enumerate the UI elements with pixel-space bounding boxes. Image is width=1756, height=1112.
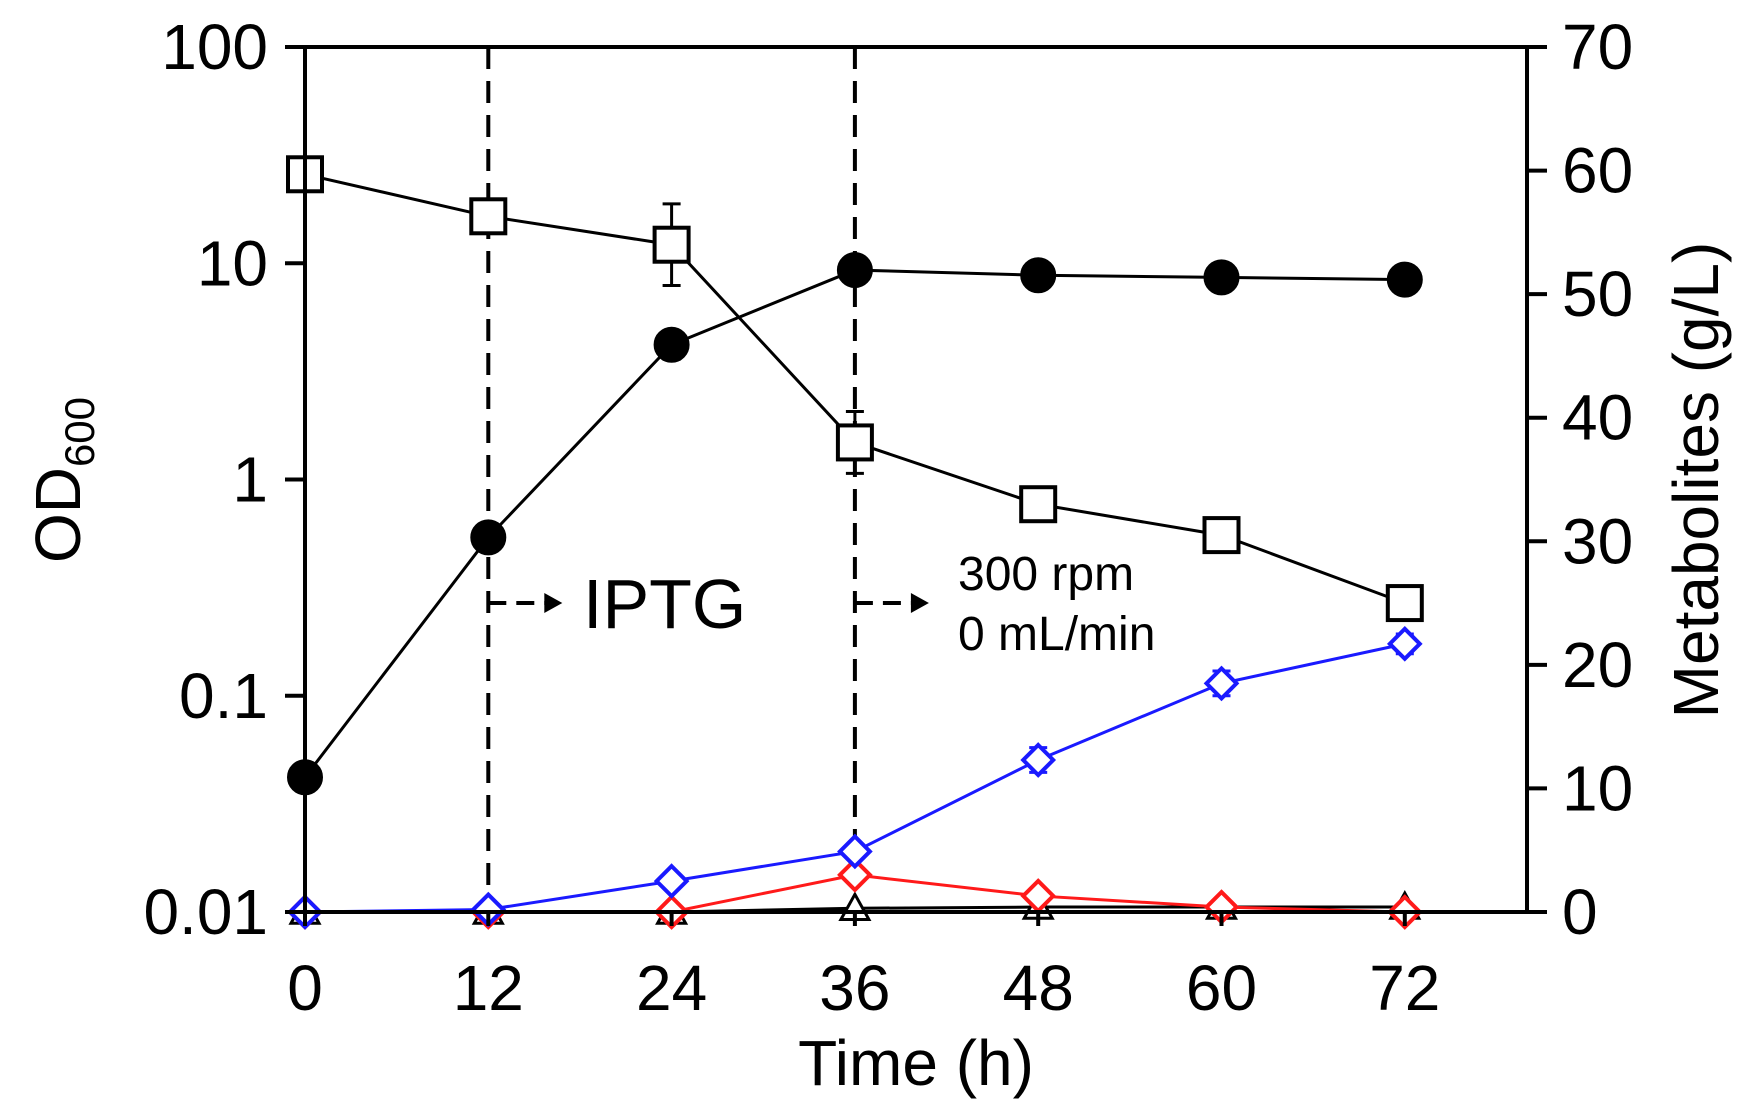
y-left-axis-title-main: OD	[22, 467, 94, 563]
x-axis-title: Time (h)	[798, 1027, 1034, 1099]
data-point-glucose	[1019, 485, 1058, 524]
shift-label-line-1: 300 rpm	[958, 548, 1134, 601]
y-left-tick-label: 100	[161, 11, 268, 83]
data-point-od600	[1203, 259, 1240, 296]
annotation-arrow-head	[910, 593, 929, 613]
x-tick-label: 36	[819, 952, 890, 1024]
y-left-axis-title-subscript: 600	[56, 397, 103, 467]
data-point-glucose	[469, 197, 508, 236]
data-point-od600	[653, 326, 690, 363]
data-point-glucose	[652, 225, 691, 264]
data-point-od600	[1020, 257, 1057, 294]
data-point-metabolite-blue	[1020, 742, 1057, 778]
series-od600	[287, 252, 1423, 796]
y-right-tick-label: 20	[1562, 629, 1633, 701]
data-point-glucose	[835, 423, 874, 462]
x-tick-label: 12	[453, 952, 524, 1024]
y-left-tick-label: 0.1	[179, 660, 268, 732]
data-point-metabolite-blue	[653, 863, 690, 899]
data-point-metabolite-blue	[837, 833, 873, 870]
x-tick-label: 48	[1003, 952, 1074, 1024]
shift-label-line-2: 0 mL/min	[958, 608, 1155, 661]
data-point-metabolite-blue	[1386, 626, 1423, 662]
y-right-tick-label: 50	[1562, 258, 1633, 330]
y-right-tick-label: 10	[1562, 752, 1633, 824]
y-right-tick-label: 70	[1562, 11, 1633, 83]
y-left-axis-title: OD600	[22, 397, 103, 563]
y-left-tick-label: 10	[197, 227, 268, 299]
annotations-layer: IPTG 300 rpm 0 mL/min	[488, 548, 1155, 661]
iptg-arrow	[488, 593, 563, 613]
data-point-metabolite-blue	[1203, 665, 1240, 702]
series-metabolite-blue	[287, 626, 1423, 930]
x-tick-label: 24	[636, 952, 707, 1024]
x-tick-label: 0	[287, 952, 323, 1024]
shift-arrow	[854, 593, 929, 613]
data-point-glucose	[1202, 516, 1241, 555]
data-point-glucose	[1385, 584, 1424, 623]
y-right-axis-title: Metabolites (g/L)	[1660, 242, 1732, 719]
y-right-tick-label: 30	[1562, 505, 1633, 577]
data-point-od600	[836, 252, 873, 289]
x-tick-label: 60	[1186, 952, 1257, 1024]
y-right-tick-label: 60	[1562, 135, 1633, 207]
x-tick-label: 72	[1369, 952, 1440, 1024]
y-left-tick-label: 1	[232, 444, 268, 516]
y-right-tick-label: 0	[1562, 876, 1598, 948]
y-right-tick-label: 40	[1562, 382, 1633, 454]
axes-layer: 0 12 24 36 48 60 72 0.01 0.1 1 10 100 0 10 20 30 40 50 60 7…	[22, 11, 1732, 1099]
data-point-od600	[1386, 261, 1423, 298]
data-point-od600	[470, 519, 507, 556]
iptg-label: IPTG	[583, 565, 746, 643]
reference-lines	[486, 47, 857, 912]
data-point-metabolite-red	[837, 857, 873, 893]
annotation-arrow-head	[544, 593, 563, 613]
y-left-tick-label: 0.01	[143, 876, 268, 948]
